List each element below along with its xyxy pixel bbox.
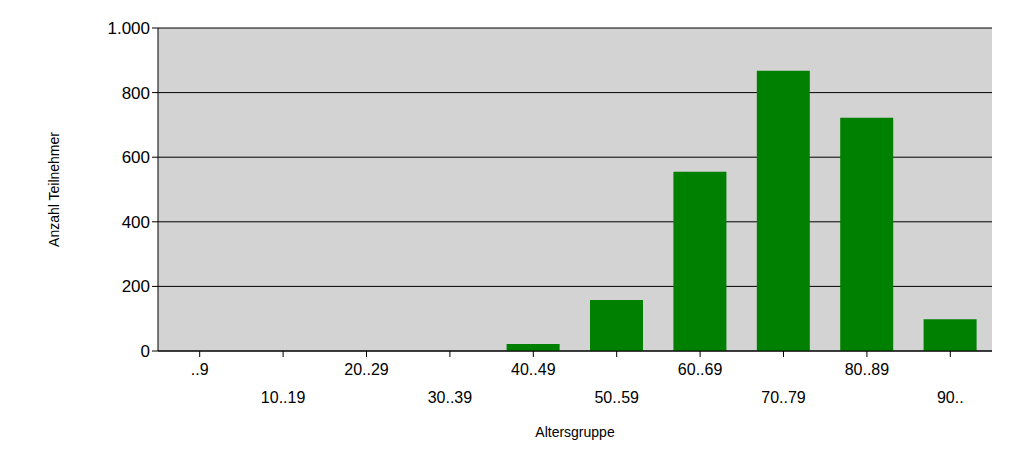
svg-text:Altersgruppe: Altersgruppe (535, 424, 615, 440)
svg-text:40..49: 40..49 (511, 361, 556, 378)
svg-text:200: 200 (122, 277, 150, 296)
svg-text:600: 600 (122, 148, 150, 167)
svg-text:Anzahl Teilnehmer: Anzahl Teilnehmer (46, 132, 62, 247)
svg-text:0: 0 (141, 342, 150, 361)
svg-text:1.000: 1.000 (107, 19, 150, 38)
svg-text:90..: 90.. (937, 389, 964, 406)
svg-text:10..19: 10..19 (261, 389, 306, 406)
svg-text:30..39: 30..39 (428, 389, 473, 406)
svg-text:60..69: 60..69 (678, 361, 723, 378)
svg-text:20..29: 20..29 (344, 361, 389, 378)
svg-text:..9: ..9 (191, 361, 209, 378)
svg-text:800: 800 (122, 84, 150, 103)
svg-text:80..89: 80..89 (845, 361, 890, 378)
svg-text:50..59: 50..59 (594, 389, 639, 406)
svg-text:400: 400 (122, 213, 150, 232)
svg-text:70..79: 70..79 (761, 389, 806, 406)
